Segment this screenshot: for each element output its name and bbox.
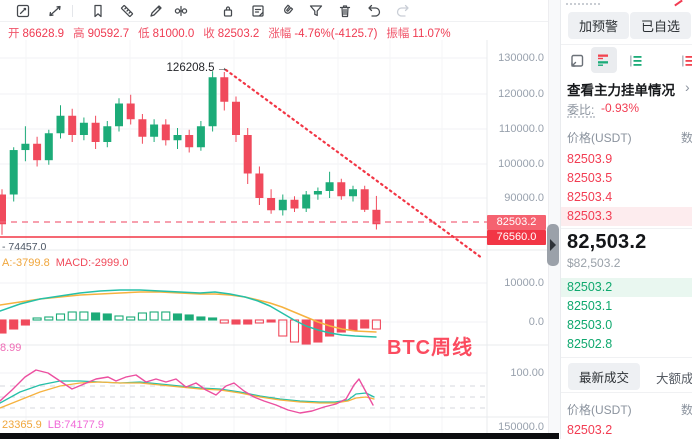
volume-indicator-labels: 23365.9 LB:74177.9 [2,419,105,431]
panel-splitter [548,0,560,433]
ratio-value: -0.93% [601,101,640,115]
ask-price: 82503.9 [567,152,613,166]
filter-icon[interactable] [308,3,324,19]
price-axis-tick: 100000.0 [498,158,544,170]
divider [561,357,692,358]
ohlc-value: 11.07% [412,28,451,40]
bid-row[interactable]: 82503.1 [561,297,692,316]
watchlist-added-button[interactable]: 已自选 [630,12,692,39]
bid-row[interactable]: 82502.8 [561,335,692,354]
ask-row[interactable]: 82503.5 [561,169,692,188]
ohlc-value: 82503.2 [217,28,260,40]
bid-price: 82503.0 [567,318,613,332]
chevron-right-icon [550,239,556,251]
price-chart[interactable] [0,0,548,433]
volume-axis-tick: 150000.0 [498,421,544,433]
peak-price-annotation: 126208.5 → [166,62,229,74]
trend-line-tool-icon[interactable] [47,3,63,19]
ruler-icon[interactable] [119,3,135,19]
ohlc-label: 收 [203,28,215,40]
bookmark-icon[interactable] [90,3,106,19]
ask-row[interactable]: 82503.3 [561,207,692,226]
last-price-fiat: $82,503.2 [567,256,621,270]
book-qty-header: 数 [681,131,692,145]
trades-qty-header: 数 [681,403,692,417]
ohlc-label: 低 [138,28,150,40]
magnet-icon[interactable] [279,3,295,19]
kdj-axis-tick: 100.00 [510,367,544,379]
red-fragment [674,0,683,7]
macd-indicator-labels: A:-3799.8 MACD:-2999.0 [2,257,129,269]
chart-watermark: BTC周线 [387,337,474,359]
macd-histogram [0,311,381,345]
dotted-underline [567,116,595,118]
ask-price: 82503.4 [567,190,613,204]
macd-axis-tick: 0.0 [528,316,544,328]
ratio-label: 委比: [567,103,595,117]
order-book-panel: 加预警 已自选 查看主力挂单情况 › 委比: -0.93% 价格(USDT) 数… [560,0,692,439]
bottom-bar [0,433,559,439]
undo-icon[interactable] [366,3,382,19]
bid-row[interactable]: 82503.2 [561,278,692,297]
orderbook-buys-icon[interactable] [627,52,645,70]
ohlc-info-bar: 开 86628.9 高 90592.7 低 81000.0 收 82503.2 涨幅 -4.76%… [8,25,460,41]
divider [561,392,692,393]
panel-layout-icon[interactable] [568,52,586,70]
candles-layer [0,71,381,235]
add-alert-button[interactable]: 加预警 [568,12,630,39]
orderbook-both-sides-icon[interactable] [595,51,613,69]
ask-row[interactable]: 82503.4 [561,188,692,207]
ohlc-value: 81000.0 [152,28,195,40]
brush-icon[interactable] [148,3,164,19]
ask-price: 82503.5 [567,171,613,185]
descending-trendline [224,68,484,260]
ask-row[interactable]: 82503.9 [561,150,692,169]
redo-icon[interactable] [395,3,411,19]
ohlc-value: 86628.9 [22,28,65,40]
support-line-label: - 74457.0 [2,241,47,253]
price-axis-tick: 110000.0 [498,123,544,135]
divider [561,44,692,45]
ohlc-value: -4.76%(-4125.7) [294,28,378,40]
note-icon[interactable] [250,3,266,19]
active-icon-background [591,47,617,73]
last-price-tag: 82503.2 [487,215,546,230]
delete-icon[interactable] [337,3,353,19]
view-main-orders-link[interactable]: 查看主力挂单情况 [567,83,675,98]
ohlc-label: 高 [73,28,85,40]
collapse-panel-handle[interactable] [547,224,559,266]
chevron-right-icon: › [685,79,690,95]
bid-price: 82502.8 [567,337,613,351]
last-traded-price: 82,503.2 [567,231,647,253]
ohlc-label: 涨幅 [268,28,292,40]
ohlc-label: 振幅 [386,28,410,40]
bid-price: 82503.2 [567,280,613,294]
divider [561,228,692,229]
book-price-header: 价格(USDT) [567,131,632,145]
tab-latest-trades[interactable]: 最新成交 [568,363,641,390]
trades-price-header: 价格(USDT) [567,403,632,417]
dashed-fragment [566,3,600,5]
toolbar-divider [72,5,73,17]
bid-price: 82503.1 [567,299,613,313]
edit-chart-icon[interactable] [15,3,31,19]
drawing-toolbar [0,0,548,22]
alert-price-tag: 76560.0 [487,230,546,245]
annotation-arrow-icon: → [216,62,229,74]
tab-large-trades[interactable]: 大额成 [656,372,692,386]
kdj-indicator-label: 8.99 [0,342,22,354]
lock-icon[interactable] [220,3,236,19]
ohlc-value: 90592.7 [87,28,130,40]
measure-icon[interactable] [173,3,189,19]
macd-axis-tick: 10000.0 [504,277,544,289]
ask-price: 82503.3 [567,209,613,223]
price-axis-tick: 130000.0 [498,52,544,64]
price-axis-tick: 90000.0 [504,192,544,204]
trade-row: 82503.2 [567,423,613,437]
orderbook-sells-icon[interactable] [679,52,692,70]
ohlc-label: 开 [8,28,20,40]
bid-row[interactable]: 82503.0 [561,316,692,335]
price-axis-tick: 120000.0 [498,88,544,100]
